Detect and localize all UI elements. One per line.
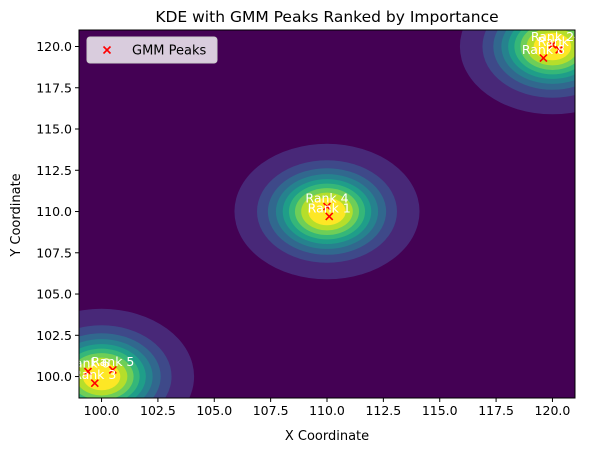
y-tick-label: 117.5 xyxy=(36,80,72,95)
peak-marker xyxy=(325,212,334,221)
peak-marker xyxy=(555,45,564,54)
y-tick-label: 110.0 xyxy=(36,204,72,219)
x-tick-label: 105.0 xyxy=(196,403,232,418)
x-tick-label: 102.5 xyxy=(140,403,176,418)
legend-marker-icon xyxy=(102,45,112,55)
peak-label: Rank 8 xyxy=(522,42,565,57)
y-tick-label: 115.0 xyxy=(36,122,72,137)
legend: GMM Peaks xyxy=(86,36,218,64)
peak-label: Rank 2 xyxy=(531,29,574,44)
x-axis-ticks: 100.0 102.5 105.0 107.5 110.0 112.5 115.0 117.5… xyxy=(84,398,571,418)
y-tick-label: 105.0 xyxy=(36,287,72,302)
y-axis-title: Y Coordinate xyxy=(9,173,24,257)
peak-label: Rank 3 xyxy=(73,367,116,382)
x-axis-title: X Coordinate xyxy=(285,429,369,444)
y-tick-label: 107.5 xyxy=(36,245,72,260)
peak-markers xyxy=(83,40,564,388)
peak-label: Rank 5 xyxy=(91,354,134,369)
y-axis-ticks: 100.0 102.5 105.0 107.5 110.0 112.5 115.0 117.5… xyxy=(36,39,79,384)
peak-label: Rank 6 xyxy=(66,356,109,371)
peak-marker xyxy=(90,379,99,388)
density-contours xyxy=(79,30,575,398)
peak-marker xyxy=(83,367,93,376)
x-tick-label: 110.0 xyxy=(309,403,345,418)
density-level xyxy=(82,362,121,391)
y-tick-label: 120.0 xyxy=(36,39,72,54)
x-tick-label: 107.5 xyxy=(253,403,289,418)
chart-title: KDE with GMM Peaks Ranked by Importance xyxy=(155,8,498,26)
density-level xyxy=(308,197,346,226)
x-tick-label: 120.0 xyxy=(535,403,571,418)
peak-marker xyxy=(539,53,548,63)
legend-label: GMM Peaks xyxy=(132,44,207,59)
legend-box xyxy=(86,36,218,64)
peak-label: Rank 7 xyxy=(538,34,581,49)
y-tick-label: 100.0 xyxy=(36,369,72,384)
peak-label: Rank 1 xyxy=(308,200,351,215)
x-tick-label: 100.0 xyxy=(84,403,120,418)
peak-marker xyxy=(108,365,117,375)
y-tick-label: 112.5 xyxy=(36,163,72,178)
density-cluster xyxy=(459,30,575,115)
density-cluster xyxy=(234,143,420,280)
y-tick-label: 102.5 xyxy=(36,328,72,343)
peak-marker xyxy=(548,40,557,49)
peak-marker xyxy=(322,202,332,211)
x-tick-label: 117.5 xyxy=(478,403,514,418)
x-tick-label: 115.0 xyxy=(422,403,458,418)
x-tick-label: 112.5 xyxy=(365,403,401,418)
peak-label: Rank 4 xyxy=(305,191,348,206)
